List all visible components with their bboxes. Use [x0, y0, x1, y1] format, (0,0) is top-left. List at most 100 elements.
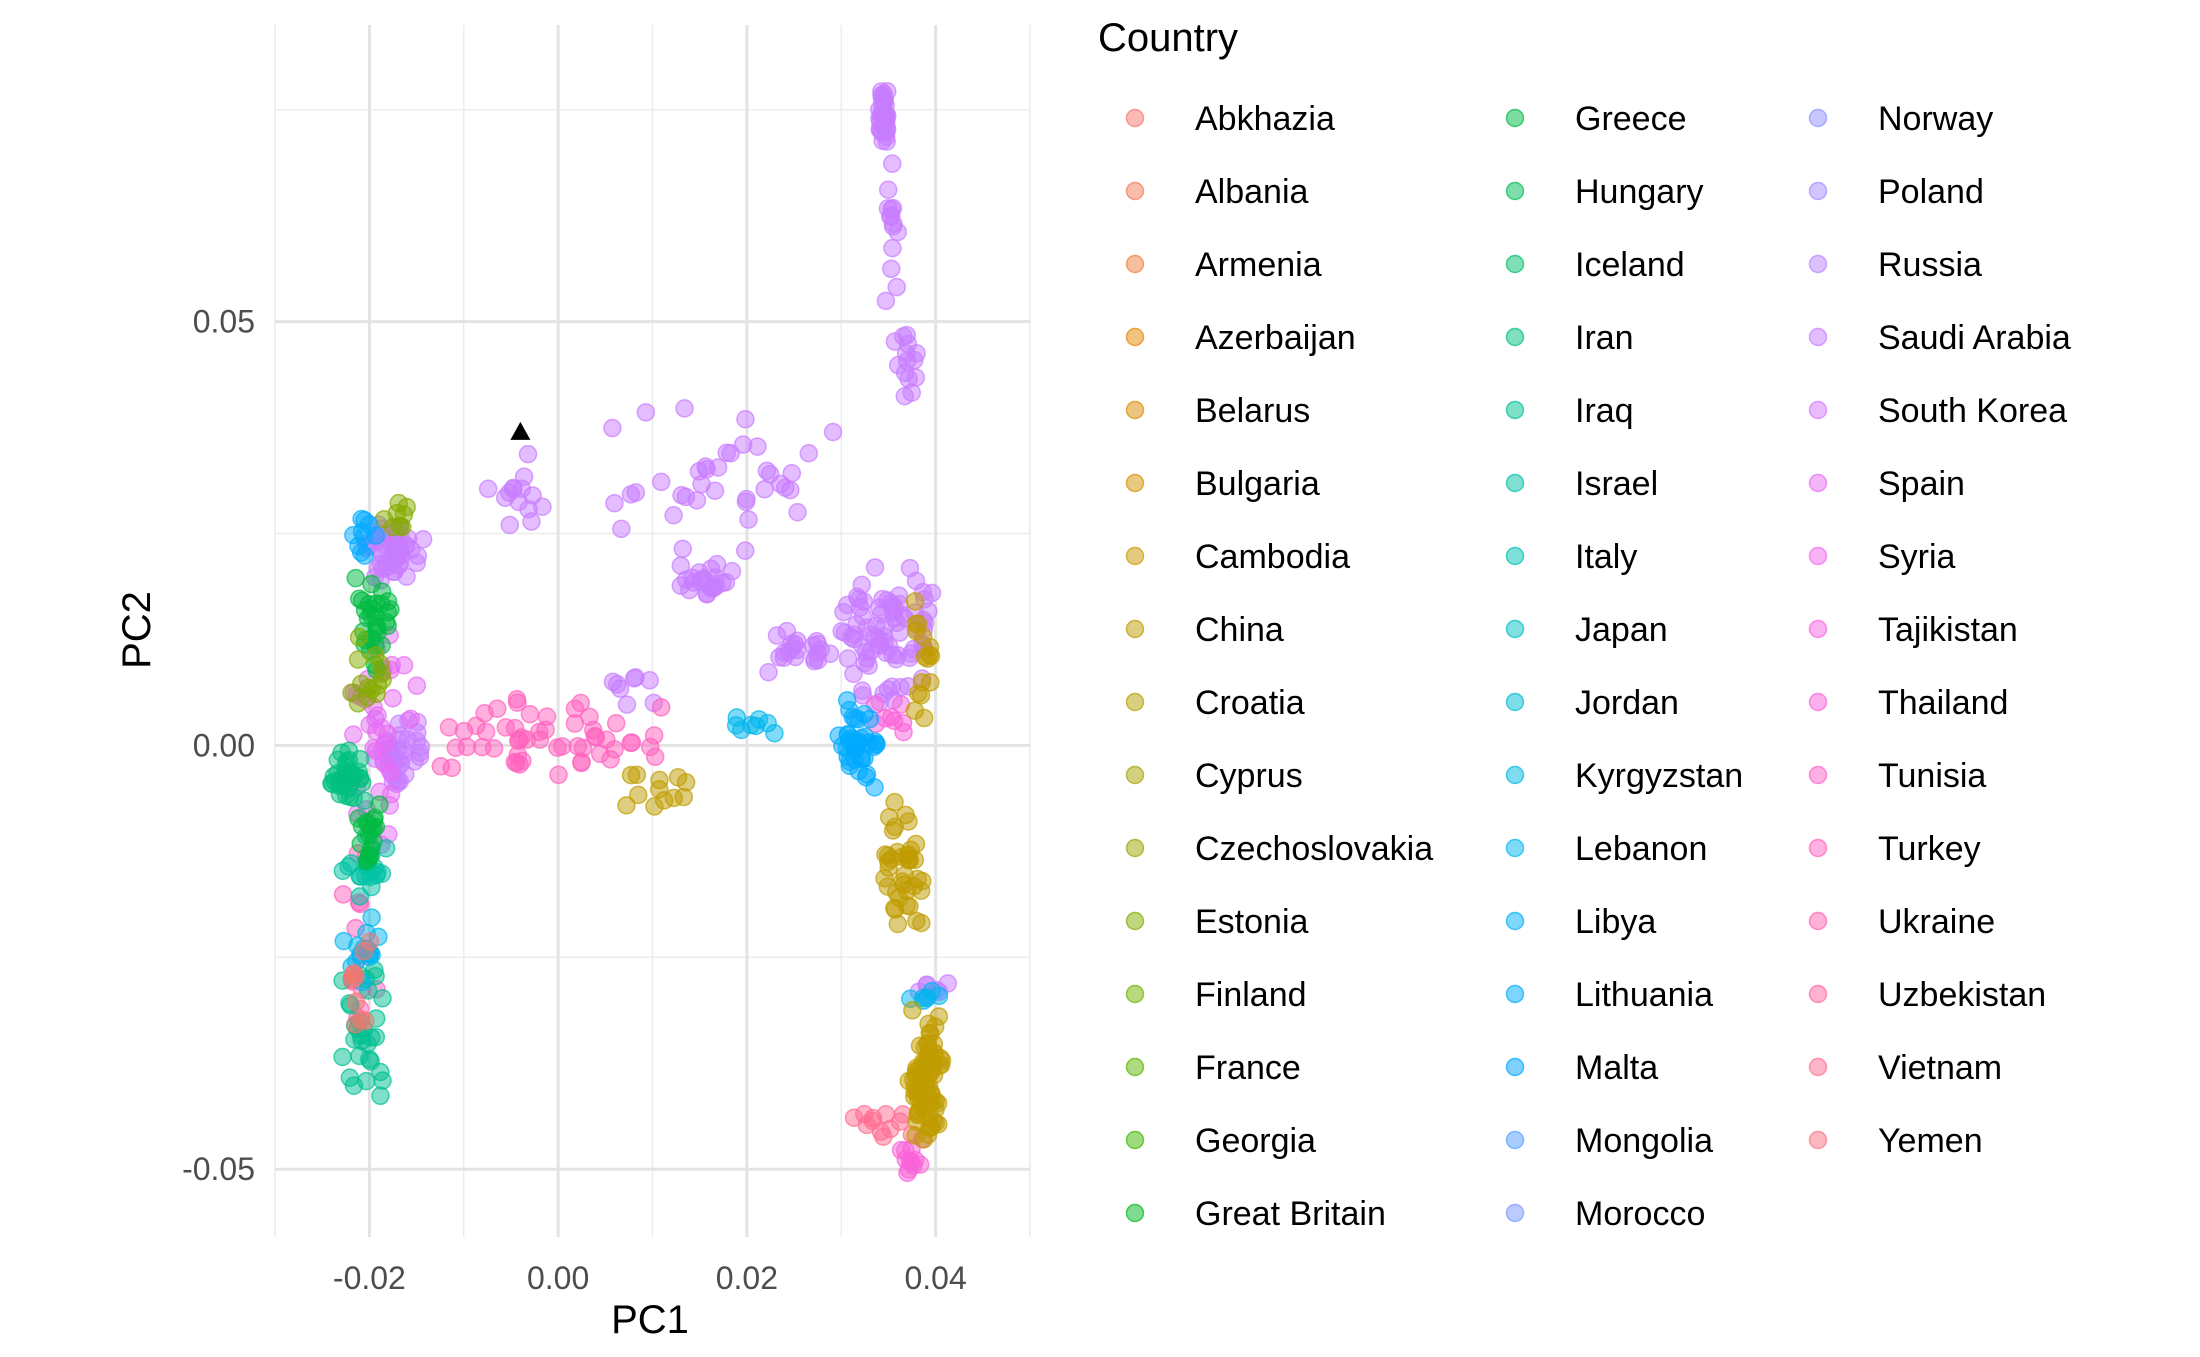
- data-point: [348, 694, 368, 713]
- legend-label: Syria: [1878, 538, 1956, 576]
- data-point: [522, 512, 541, 531]
- data-point: [788, 502, 807, 522]
- data-point: [916, 1096, 936, 1115]
- data-point: [500, 515, 520, 535]
- legend-key: [1125, 473, 1145, 493]
- legend-key: [1125, 400, 1145, 420]
- data-point: [905, 1082, 924, 1101]
- data-point: [885, 332, 905, 351]
- data-point: [507, 689, 527, 709]
- legend-item: Ukraine: [1808, 903, 1995, 941]
- data-point: [713, 573, 732, 593]
- data-point: [381, 763, 401, 782]
- legend-item: Mongolia: [1505, 1122, 1713, 1160]
- legend-item: Israel: [1505, 465, 1658, 503]
- data-point: [636, 403, 656, 422]
- data-point: [367, 684, 386, 704]
- data-point: [921, 646, 941, 666]
- legend-item: Turkey: [1808, 830, 1981, 868]
- legend-label: France: [1195, 1049, 1301, 1087]
- data-point: [878, 180, 898, 200]
- data-point: [887, 277, 906, 297]
- x-axis-label: PC1: [611, 1298, 689, 1342]
- x-tick-label: 0.00: [527, 1260, 589, 1296]
- legend-label: Iraq: [1575, 392, 1634, 430]
- data-point: [537, 707, 557, 726]
- data-point: [852, 728, 871, 748]
- legend-label: Tunisia: [1878, 757, 1986, 795]
- legend-item: Albania: [1125, 173, 1309, 211]
- legend-item: Croatia: [1125, 684, 1305, 722]
- data-point: [906, 571, 926, 591]
- legend-item: Vietnam: [1808, 1049, 2002, 1087]
- legend-key: [1505, 327, 1525, 347]
- data-point: [888, 914, 908, 934]
- highlight-triangle: [510, 421, 531, 440]
- data-point: [876, 291, 896, 311]
- legend-key: [1808, 473, 1828, 493]
- data-point: [622, 733, 642, 752]
- data-point: [884, 608, 904, 628]
- data-point: [664, 505, 683, 525]
- legend-key: [1505, 1130, 1525, 1150]
- data-point: [572, 752, 591, 772]
- data-point: [603, 418, 622, 438]
- data-point: [375, 735, 394, 754]
- data-point: [348, 650, 368, 669]
- legend-key: [1505, 765, 1525, 785]
- x-axis-ticks: -0.02 0.00 0.02 0.04: [333, 1260, 967, 1296]
- data-point: [439, 718, 459, 737]
- data-point: [549, 765, 568, 785]
- data-point: [349, 628, 369, 647]
- legend-item: Uzbekistan: [1808, 976, 2046, 1014]
- legend-item: Cambodia: [1125, 538, 1350, 576]
- data-point: [885, 792, 904, 812]
- legend-item: Abkhazia: [1125, 100, 1335, 138]
- data-point: [344, 725, 363, 744]
- legend-item: Malta: [1505, 1049, 1658, 1087]
- data-point: [870, 629, 889, 649]
- legend-label: Israel: [1575, 465, 1658, 503]
- legend-item: Norway: [1808, 100, 1993, 138]
- data-point: [737, 489, 756, 509]
- legend-item: Jordan: [1505, 684, 1679, 722]
- data-point: [346, 568, 365, 588]
- legend-label: Lebanon: [1575, 830, 1707, 868]
- data-point: [674, 787, 694, 807]
- legend-label: Lithuania: [1575, 976, 1713, 1014]
- legend-key: [1505, 619, 1525, 639]
- data-point: [847, 587, 867, 607]
- data-point: [903, 1001, 922, 1020]
- data-point: [366, 646, 385, 665]
- legend-label: South Korea: [1878, 392, 2067, 430]
- legend-key: [1808, 619, 1828, 639]
- data-point: [346, 992, 366, 1012]
- y-tick-label: -0.05: [182, 1151, 255, 1187]
- data-point: [782, 634, 801, 654]
- legend-item: Tunisia: [1808, 757, 1986, 795]
- legend-key: [1505, 1057, 1525, 1077]
- legend-key: [1125, 1203, 1145, 1223]
- legend-key: [1505, 546, 1525, 566]
- data-point: [339, 778, 359, 798]
- data-point: [736, 410, 755, 429]
- legend-label: Russia: [1878, 246, 1982, 284]
- legend-label: Saudi Arabia: [1878, 319, 2071, 357]
- legend-label: Cambodia: [1195, 538, 1350, 576]
- legend-key: [1808, 1057, 1828, 1077]
- data-point: [687, 491, 707, 510]
- data-point: [860, 709, 880, 729]
- data-point: [548, 738, 567, 757]
- legend-item: Iceland: [1505, 246, 1685, 284]
- legend-label: Malta: [1575, 1049, 1658, 1087]
- legend-item: Spain: [1808, 465, 1965, 503]
- data-point: [739, 510, 758, 529]
- data-point: [457, 737, 477, 757]
- legend-key: [1505, 692, 1525, 712]
- data-point: [442, 758, 462, 778]
- data-point: [580, 707, 599, 727]
- legend-label: Jordan: [1575, 684, 1679, 722]
- data-point: [895, 865, 915, 885]
- data-point: [514, 467, 534, 486]
- legend-label: Cyprus: [1195, 757, 1303, 795]
